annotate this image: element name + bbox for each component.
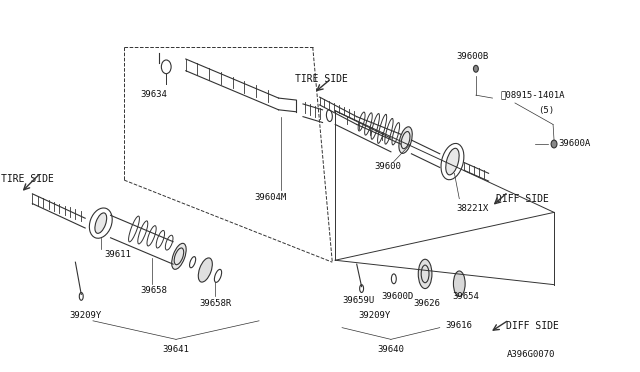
Text: 38221X: 38221X xyxy=(456,204,488,213)
Text: 39604M: 39604M xyxy=(255,193,287,202)
Text: TIRE SIDE: TIRE SIDE xyxy=(295,74,348,84)
Text: 39616: 39616 xyxy=(446,321,473,330)
Text: 39658R: 39658R xyxy=(199,299,231,308)
Text: 39600: 39600 xyxy=(374,162,401,171)
Ellipse shape xyxy=(453,271,465,296)
Text: 39600D: 39600D xyxy=(381,292,414,301)
Text: 39659U: 39659U xyxy=(342,296,375,305)
Ellipse shape xyxy=(551,140,557,148)
Text: (5): (5) xyxy=(538,106,554,115)
Text: 39611: 39611 xyxy=(104,250,131,259)
Text: DIFF SIDE: DIFF SIDE xyxy=(506,321,559,331)
Ellipse shape xyxy=(95,213,107,233)
Ellipse shape xyxy=(172,243,186,269)
Ellipse shape xyxy=(419,259,432,289)
Ellipse shape xyxy=(198,258,212,282)
Text: 39209Y: 39209Y xyxy=(358,311,390,320)
Text: 39658: 39658 xyxy=(140,286,167,295)
Text: TIRE SIDE: TIRE SIDE xyxy=(1,174,54,184)
Text: 39634: 39634 xyxy=(140,90,167,99)
Text: A396G0070: A396G0070 xyxy=(506,350,555,359)
Text: DIFF SIDE: DIFF SIDE xyxy=(497,194,549,204)
Text: 39640: 39640 xyxy=(378,344,404,354)
Ellipse shape xyxy=(446,148,459,175)
Text: 39600A: 39600A xyxy=(559,140,591,148)
Text: Ⓦ08915-1401A: Ⓦ08915-1401A xyxy=(500,91,564,100)
Ellipse shape xyxy=(399,127,412,153)
Text: 39600B: 39600B xyxy=(456,52,488,61)
Text: 39626: 39626 xyxy=(413,299,440,308)
Text: 39641: 39641 xyxy=(163,344,189,354)
Ellipse shape xyxy=(474,65,478,72)
Text: 39654: 39654 xyxy=(452,292,479,301)
Text: 39209Y: 39209Y xyxy=(69,311,101,320)
